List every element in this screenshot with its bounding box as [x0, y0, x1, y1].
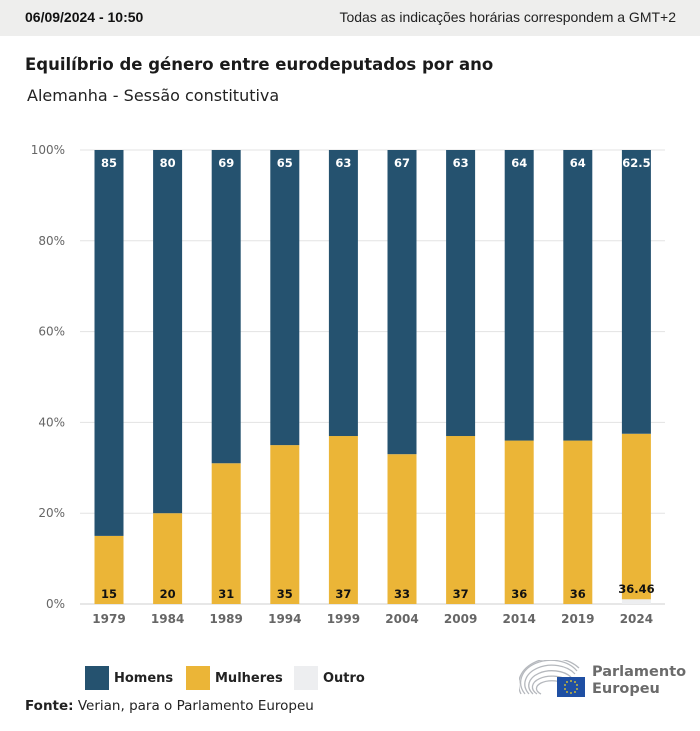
- bar-homens: [563, 150, 593, 441]
- x-axis-ticks: 1979 1984 1989 1994 1999 2004 2009 2014 2019 2024: [92, 612, 653, 626]
- x-tick-label: 1989: [209, 612, 242, 626]
- x-tick-label: 1984: [151, 612, 184, 626]
- timezone-note: Todas as indicações horárias corresponde…: [339, 9, 676, 25]
- data-label-homens: 62.5: [622, 156, 650, 170]
- x-tick-label: 2014: [502, 612, 535, 626]
- x-tick-label: 2019: [561, 612, 594, 626]
- data-label-homens: 85: [101, 156, 117, 170]
- bars: [94, 150, 651, 604]
- hemicycle-icon: [517, 657, 585, 697]
- y-tick-label: 60%: [38, 325, 65, 339]
- bar-homens: [211, 150, 241, 464]
- bar-mulheres: [211, 463, 241, 604]
- logo-text: Parlamento Europeu: [592, 664, 686, 698]
- source-note: Fonte: Verian, para o Parlamento Europeu: [25, 698, 314, 714]
- data-label-homens: 63: [335, 156, 351, 170]
- top-bar: 06/09/2024 - 10:50 Todas as indicações h…: [0, 0, 700, 36]
- x-tick-label: 1994: [268, 612, 301, 626]
- eu-flag-icon: [557, 677, 585, 697]
- datetime-label: 06/09/2024 - 10:50: [25, 9, 144, 25]
- x-tick-label: 2009: [444, 612, 477, 626]
- parlamento-europeu-logo: Parlamento Europeu: [517, 657, 686, 700]
- data-label-homens: 67: [394, 156, 410, 170]
- data-label-mulheres: 33: [394, 587, 410, 601]
- data-label-homens: 63: [453, 156, 469, 170]
- data-label-homens: 64: [511, 156, 527, 170]
- bar-homens: [621, 150, 651, 434]
- x-tick-label: 1999: [327, 612, 360, 626]
- legend-label-outro: Outro: [323, 671, 365, 686]
- data-label-mulheres: 37: [335, 587, 351, 601]
- legend-label-mulheres: Mulheres: [215, 671, 283, 686]
- y-tick-label: 40%: [38, 415, 65, 429]
- bar-homens: [387, 150, 417, 455]
- legend-swatch-outro: [294, 666, 318, 690]
- bar-homens: [328, 150, 358, 437]
- source-text: Verian, para o Parlamento Europeu: [73, 698, 314, 714]
- data-label-homens: 65: [277, 156, 293, 170]
- bar-homens: [94, 150, 124, 536]
- x-tick-label: 1979: [92, 612, 125, 626]
- bar-mulheres: [270, 445, 300, 604]
- bar-mulheres: [328, 436, 358, 604]
- bar-mulheres: [621, 433, 651, 600]
- stacked-bar-chart: 0% 20% 40% 60% 80% 100% 15 85 20 80 31 69 35 65 37 63 3…: [31, 143, 665, 626]
- bar-outro: [621, 599, 651, 604]
- y-tick-label: 20%: [38, 506, 65, 520]
- bar-mulheres: [563, 440, 593, 604]
- data-labels: 15 85 20 80 31 69 35 65 37 63 33 67 37 63 36 64 36 64 36.4…: [101, 156, 655, 601]
- bar-homens: [153, 150, 183, 514]
- logo-line2: Europeu: [592, 681, 660, 697]
- data-label-mulheres: 36: [511, 587, 527, 601]
- data-label-homens: 69: [218, 156, 234, 170]
- bar-mulheres: [446, 436, 476, 604]
- chart-title: Equilíbrio de género entre eurodeputados…: [25, 55, 494, 74]
- legend-swatch-mulheres: [186, 666, 210, 690]
- data-label-mulheres: 20: [160, 587, 176, 601]
- data-label-mulheres: 15: [101, 587, 117, 601]
- y-tick-label: 0%: [46, 597, 65, 611]
- bar-homens: [270, 150, 300, 446]
- bar-mulheres: [94, 535, 124, 604]
- y-tick-label: 80%: [38, 234, 65, 248]
- data-label-mulheres: 36: [570, 587, 586, 601]
- source-label: Fonte:: [25, 698, 74, 714]
- bar-mulheres: [387, 454, 417, 604]
- x-tick-label: 2024: [620, 612, 653, 626]
- bar-homens: [446, 150, 476, 437]
- y-tick-label: 100%: [31, 143, 65, 157]
- y-axis-ticks: 0% 20% 40% 60% 80% 100%: [31, 143, 65, 611]
- x-tick-label: 2004: [385, 612, 418, 626]
- legend-swatch-homens: [85, 666, 109, 690]
- data-label-mulheres: 31: [218, 587, 234, 601]
- bar-homens: [504, 150, 534, 441]
- data-label-homens: 80: [160, 156, 176, 170]
- bar-mulheres: [504, 440, 534, 604]
- data-label-mulheres: 36.46: [618, 582, 654, 596]
- bar-mulheres: [153, 513, 183, 604]
- data-label-homens: 64: [570, 156, 586, 170]
- logo-line1: Parlamento: [592, 664, 687, 680]
- legend-label-homens: Homens: [114, 671, 174, 686]
- data-label-mulheres: 35: [277, 587, 293, 601]
- chart-subtitle: Alemanha - Sessão constitutiva: [27, 86, 280, 105]
- data-label-mulheres: 37: [453, 587, 469, 601]
